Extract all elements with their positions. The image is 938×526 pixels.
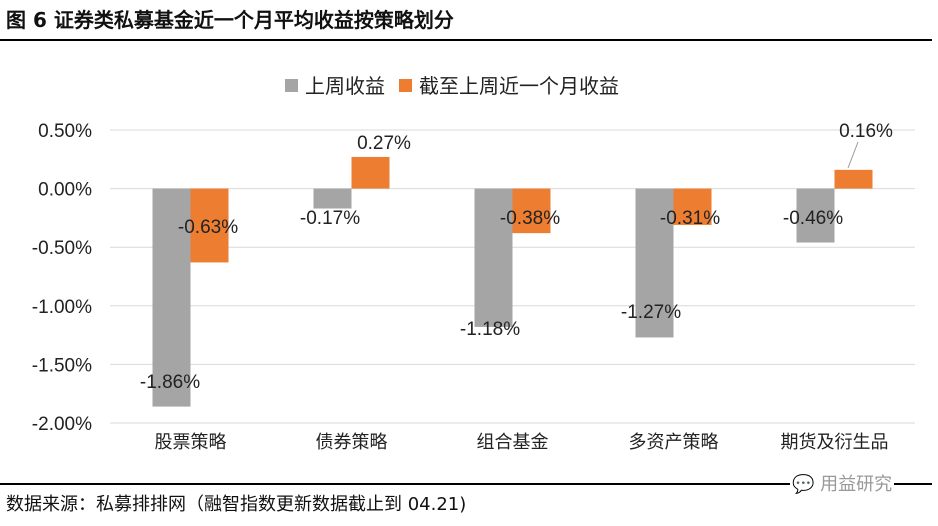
- data-label: -0.38%: [500, 208, 560, 229]
- legend-label: 上周收益: [305, 75, 385, 98]
- y-tick-label: -0.50%: [32, 238, 92, 259]
- bar-week: [635, 188, 674, 338]
- y-tick-label: 0.50%: [38, 121, 92, 142]
- data-label: -0.17%: [300, 208, 360, 229]
- y-tick-label: 0.00%: [38, 180, 92, 201]
- legend-label: 截至上周近一个月收益: [419, 75, 619, 98]
- x-tick-label: 组合基金: [477, 432, 549, 452]
- legend-swatch: [399, 79, 412, 92]
- bar-month: [190, 188, 229, 263]
- bar-month: [351, 156, 390, 189]
- y-tick-label: -2.00%: [32, 414, 92, 435]
- figure-title: 图 6 证券类私募基金近一个月平均收益按策略划分: [6, 8, 454, 32]
- bar-month: [834, 169, 873, 189]
- y-tick-label: -1.50%: [32, 355, 92, 376]
- leader-line: [847, 141, 859, 169]
- title-rule: [0, 39, 932, 41]
- data-label: -1.86%: [140, 372, 200, 393]
- data-label: -1.18%: [460, 319, 520, 340]
- bar-month: [673, 188, 712, 225]
- data-label: 0.16%: [839, 121, 893, 142]
- data-label: -0.31%: [660, 208, 720, 229]
- bar-chart: 0.50% 0.00% -0.50% -1.00% -1.50% -2.00% -1.86%…: [32, 75, 915, 452]
- data-label: -0.46%: [783, 208, 843, 229]
- watermark: 💬 用益研究: [790, 470, 895, 496]
- bar-week: [313, 188, 352, 209]
- x-tick-label: 期货及衍生品: [781, 432, 889, 452]
- legend-swatch: [285, 79, 298, 92]
- source-note: 数据来源：私募排排网（融智指数更新数据截止到 04.21): [6, 494, 467, 515]
- bar-week: [474, 188, 513, 327]
- data-label: -0.63%: [178, 217, 238, 238]
- y-tick-label: -1.00%: [32, 297, 92, 318]
- bar-week: [152, 188, 191, 407]
- x-tick-label: 股票策略: [155, 432, 227, 452]
- data-label: 0.27%: [357, 133, 411, 154]
- bar-week: [796, 188, 835, 243]
- bar-month: [512, 188, 551, 234]
- data-label: -1.27%: [621, 302, 681, 323]
- watermark-text: 用益研究: [820, 474, 893, 495]
- x-tick-label: 多资产策略: [629, 432, 719, 452]
- wechat-icon: 💬: [792, 474, 815, 495]
- bottom-rule: [0, 483, 932, 485]
- x-tick-label: 债券策略: [316, 432, 388, 452]
